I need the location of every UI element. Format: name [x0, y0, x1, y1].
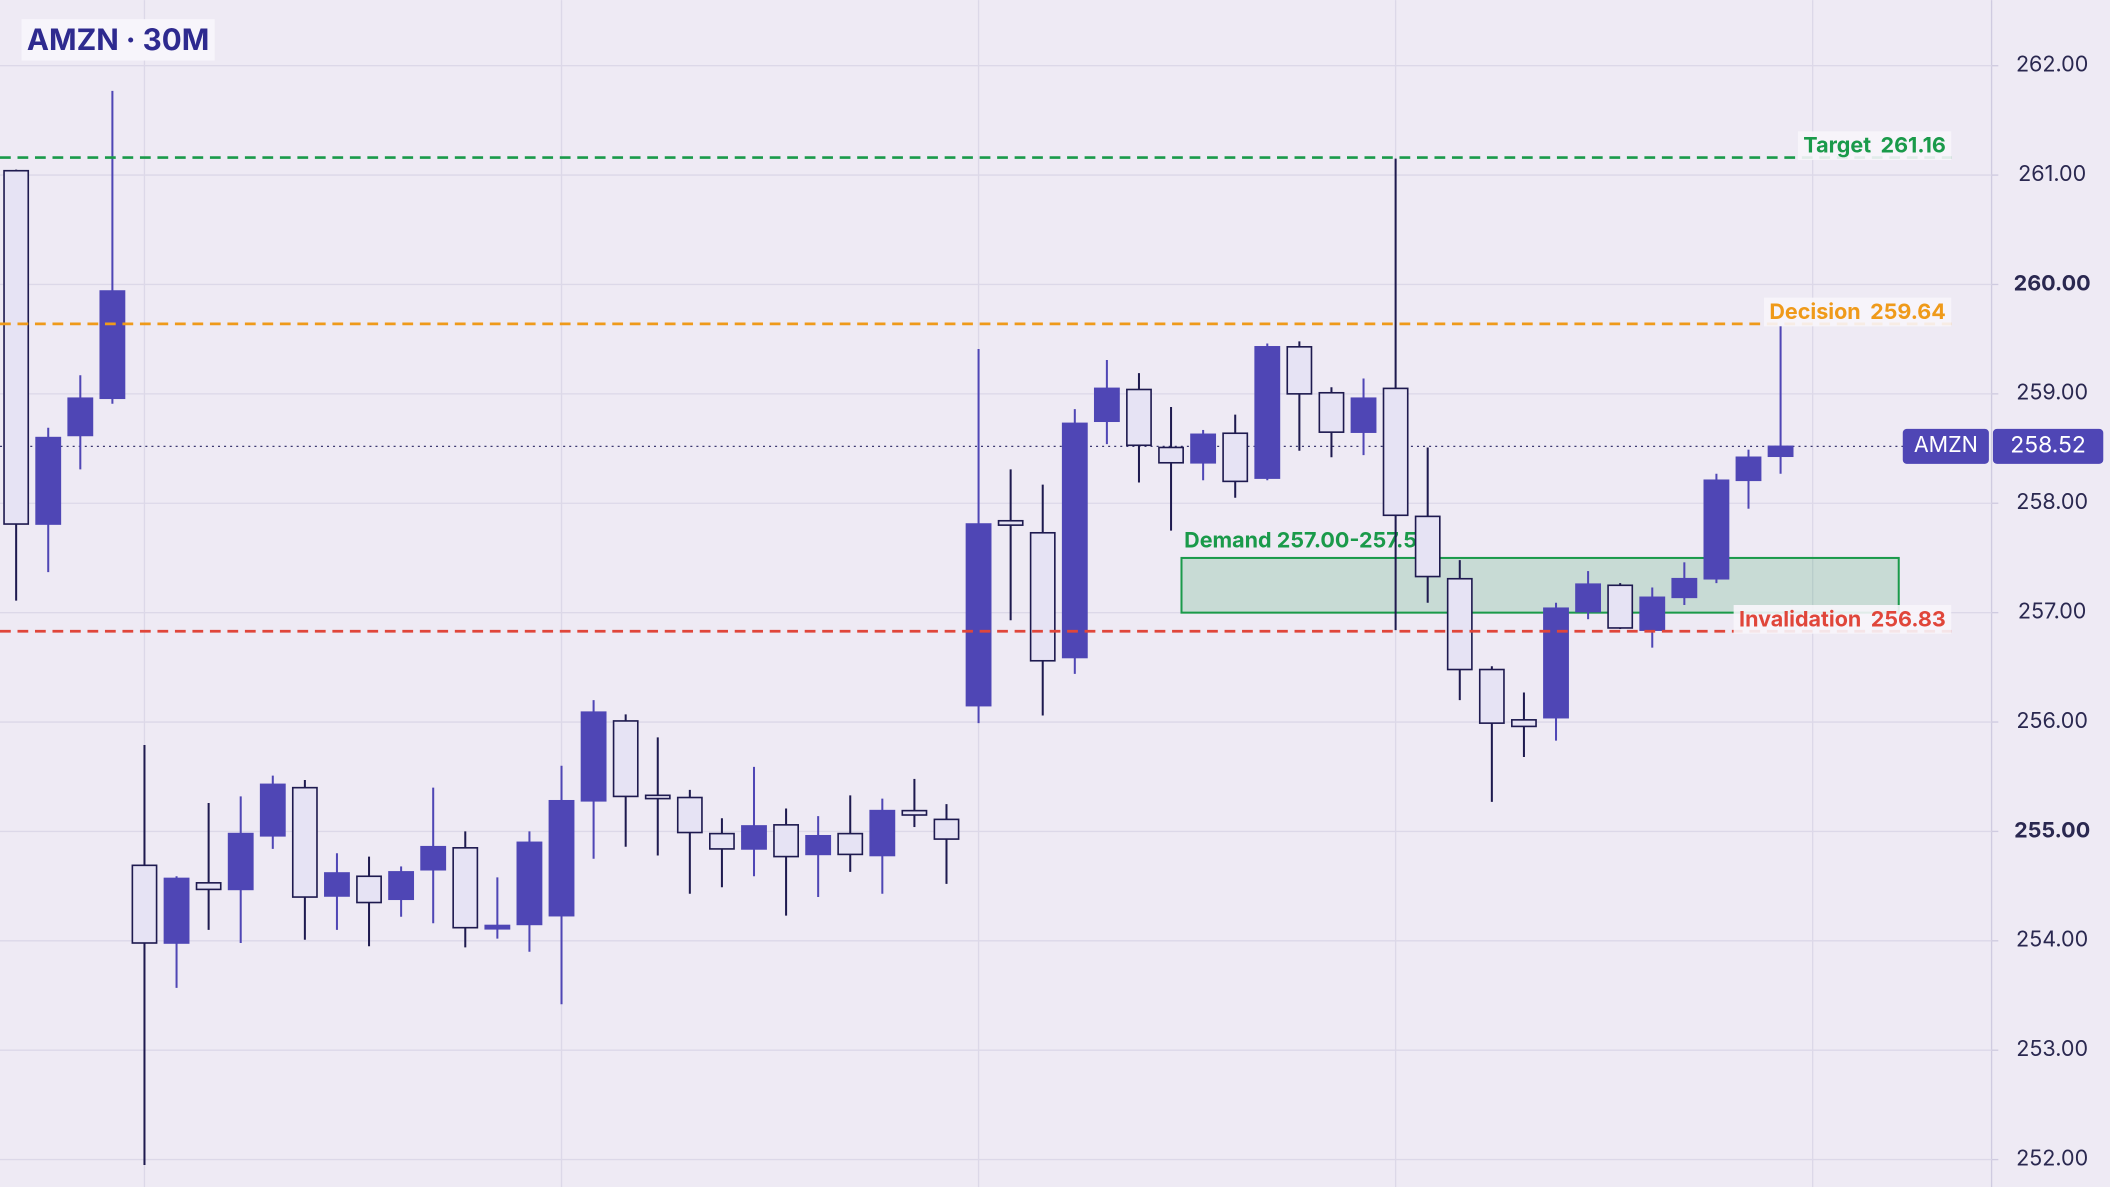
- level-label: 259.64 Decision: [1763, 297, 1952, 327]
- candle-body: [965, 523, 992, 707]
- candle-body: [420, 845, 447, 871]
- level-label-bg: [1763, 297, 1952, 327]
- y-tick-label: 262.00: [2016, 52, 2088, 78]
- candle-body: [1414, 515, 1441, 578]
- candle-body: [1639, 596, 1666, 631]
- candle-body: [1061, 422, 1088, 659]
- candle-body: [3, 169, 30, 525]
- candle-body: [805, 834, 832, 856]
- candle-body: [35, 436, 62, 525]
- candle-body: [1350, 397, 1377, 433]
- candle-body: [997, 519, 1024, 526]
- level-label-bg: [1733, 605, 1952, 634]
- candle-body: [1543, 607, 1569, 719]
- candle-body: [773, 824, 800, 858]
- candle-body: [195, 882, 222, 891]
- candle-body: [1318, 391, 1345, 433]
- chart-title: AMZN · 30M: [27, 22, 209, 58]
- y-tick-label: 261.00: [2018, 161, 2086, 187]
- candle-body: [837, 832, 864, 856]
- y-tick-label: 255.00: [2014, 817, 2090, 843]
- candle-body: [1511, 719, 1537, 728]
- candle-body: [484, 924, 511, 930]
- level-value: 256.83: [1871, 606, 1946, 632]
- candle-body: [1158, 446, 1184, 464]
- candle-body: [356, 875, 382, 904]
- candle-body: [709, 832, 735, 850]
- y-tick-label: 257.00: [2018, 599, 2086, 625]
- candle-body: [99, 290, 126, 400]
- level-value: 261.16: [1881, 133, 1946, 159]
- price-tag: 258.52: [2010, 431, 2086, 459]
- y-tick-label: 252.00: [2016, 1145, 2088, 1171]
- candle-body: [163, 877, 190, 944]
- candle-body: [131, 864, 158, 944]
- candle-body: [324, 872, 350, 897]
- candle-body: [1735, 456, 1762, 482]
- candle-body: [1703, 479, 1730, 580]
- candle-body: [291, 786, 318, 898]
- level-name: Decision: [1769, 299, 1860, 325]
- candle-body: [1575, 583, 1602, 613]
- candle-body: [580, 711, 607, 802]
- candle-body: [1093, 387, 1120, 423]
- candle-body: [1446, 577, 1473, 671]
- y-tick-label: 258.00: [2016, 489, 2088, 515]
- candle-body: [901, 809, 928, 816]
- candle-body: [1607, 584, 1634, 629]
- level-label-bg: [1797, 131, 1952, 161]
- candle-body: [1478, 668, 1505, 724]
- candle-body: [227, 832, 254, 891]
- level-name: Invalidation: [1739, 606, 1861, 632]
- price-tag-bg: [1992, 428, 2104, 464]
- candle-body: [1767, 445, 1794, 458]
- candle-body: [676, 796, 703, 834]
- demand-zone: [1180, 556, 1900, 614]
- candle-body: [452, 847, 479, 929]
- level-label: 256.83 Invalidation: [1733, 605, 1952, 634]
- title-group: AMZN · 30M: [21, 19, 215, 61]
- candle-body: [1286, 346, 1313, 395]
- y-tick-label: 256.00: [2016, 708, 2088, 734]
- y-tick-label: 254.00: [2016, 927, 2088, 953]
- candle-body: [1029, 531, 1056, 662]
- candle-body: [644, 794, 671, 800]
- candle-body: [1382, 387, 1409, 517]
- candle-body: [1126, 388, 1152, 447]
- y-tick-label: 259.00: [2016, 380, 2088, 406]
- candle-body: [612, 720, 639, 798]
- level-name: Target: [1803, 133, 1871, 159]
- candle-body: [1254, 346, 1281, 479]
- candle-body: [1190, 433, 1217, 464]
- candle-body: [1222, 432, 1249, 483]
- candle-body: [67, 397, 94, 437]
- candle-body: [869, 809, 896, 857]
- candle-body: [388, 871, 415, 901]
- candle-body: [1671, 577, 1698, 599]
- candle-body: [259, 783, 286, 837]
- candle-body: [741, 825, 767, 850]
- y-tick-label: 253.00: [2016, 1036, 2088, 1062]
- title-bg: [21, 19, 215, 61]
- symbol-tag-bg: [1902, 428, 1989, 464]
- y-tick-label: 260.00: [2014, 270, 2091, 296]
- candle-body: [516, 841, 543, 926]
- zone-label: Demand 257.00-257.50: [1184, 528, 1431, 554]
- candle-body: [548, 799, 575, 917]
- candle-body: [933, 818, 960, 840]
- symbol-tag: AMZN: [1914, 432, 1978, 458]
- level-label: 261.16 Target: [1797, 131, 1952, 161]
- level-value: 259.64: [1870, 299, 1946, 325]
